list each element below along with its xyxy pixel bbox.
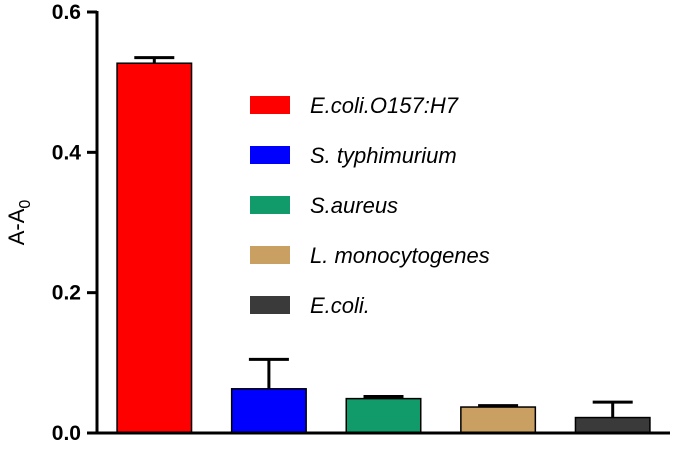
bar xyxy=(230,388,307,434)
bar xyxy=(116,62,193,434)
legend: E.coli.O157:H7 S. typhimurium S.aureus L. m… xyxy=(250,93,490,318)
y-tick-label: 0.4 xyxy=(52,141,82,164)
legend-swatch xyxy=(250,96,290,114)
axes-layer xyxy=(95,11,670,435)
legend-swatch xyxy=(250,296,290,314)
legend-label: S.aureus xyxy=(310,193,398,218)
legend-label: E.coli.O157:H7 xyxy=(310,93,459,118)
legend-label: E.coli. xyxy=(310,293,370,318)
y-axis-title-subscript: 0 xyxy=(17,200,34,209)
bar xyxy=(345,397,422,434)
y-axis-title: A-A0 xyxy=(4,200,34,246)
y-axis-title-main: A-A xyxy=(4,208,29,245)
y-ticks-layer: 0.0 0.2 0.4 0.6 xyxy=(52,1,97,445)
bar xyxy=(574,416,651,434)
legend-swatch xyxy=(250,196,290,214)
legend-label: L. monocytogenes xyxy=(310,243,490,268)
legend-label: S. typhimurium xyxy=(310,143,457,168)
legend-swatch xyxy=(250,246,290,264)
y-tick-label: 0.2 xyxy=(52,282,81,305)
bar xyxy=(460,406,537,434)
legend-swatch xyxy=(250,146,290,164)
y-tick-label: 0.0 xyxy=(52,422,81,445)
error-bars-layer xyxy=(134,56,633,418)
y-tick-label: 0.6 xyxy=(52,1,81,24)
